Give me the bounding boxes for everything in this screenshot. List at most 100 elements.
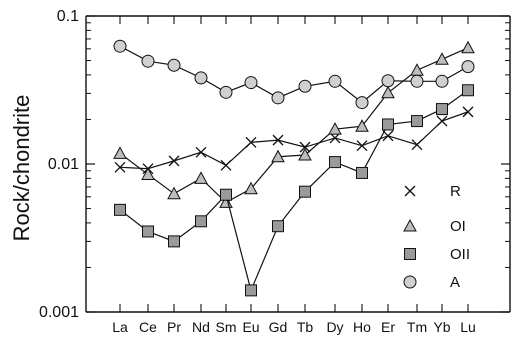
series-r-point xyxy=(356,140,368,152)
series-a-markers xyxy=(113,39,475,110)
legend-marker-oi xyxy=(403,218,417,232)
series-a-point xyxy=(355,96,369,110)
series-oii-point xyxy=(168,235,180,248)
x-tick-label: Er xyxy=(381,319,395,335)
series-oi-point xyxy=(435,52,449,65)
series-a-point xyxy=(141,54,155,68)
series-r-point-stroke-b xyxy=(220,159,232,171)
legend-label: OII xyxy=(450,246,470,263)
y-axis-label: Rock/chondrite xyxy=(9,95,34,242)
series-r-point xyxy=(382,130,394,142)
legend-item: OII xyxy=(404,246,470,263)
series-r-point-stroke-b xyxy=(245,136,257,148)
series-oii-point xyxy=(462,84,474,97)
series-r-point xyxy=(436,115,448,127)
series-oi-point xyxy=(167,186,181,200)
legend-item: R xyxy=(404,183,461,200)
series-r-point xyxy=(220,159,232,171)
series-a-point xyxy=(113,39,127,53)
y-tick-label: 0.1 xyxy=(57,8,79,25)
x-tick-label: Gd xyxy=(269,319,288,335)
x-tick-label: Ho xyxy=(353,319,371,335)
legend-item: OI xyxy=(403,218,466,235)
series-oi-point xyxy=(410,63,424,76)
series-oii-point xyxy=(436,103,448,116)
series-oi-point xyxy=(355,119,369,132)
series-a-point xyxy=(410,74,424,88)
series-oii-point xyxy=(114,203,126,216)
x-tick-label: Nd xyxy=(192,319,210,335)
x-tick-label: Ce xyxy=(139,319,157,335)
series-oi-point xyxy=(113,146,127,159)
series-r-point xyxy=(299,141,311,153)
series-oi-point xyxy=(141,167,155,180)
series-a-point xyxy=(298,79,312,93)
x-tick-label: Dy xyxy=(326,319,343,335)
series-oi-point xyxy=(244,181,258,195)
series-r-point-stroke-b xyxy=(195,146,207,158)
series-oi-point xyxy=(194,171,208,184)
plot-layer: 0.1 0.01 0.001 La Ce Pr Nd Sm Eu Gd Tb Dy Ho Er Tm Yb Lu… xyxy=(39,8,511,335)
x-tick-label: Sm xyxy=(216,319,237,335)
series-oii-point xyxy=(411,115,423,128)
legend-label: R xyxy=(450,183,461,200)
x-tick-label: Yb xyxy=(433,319,450,335)
y-tick-label: 0.001 xyxy=(39,304,79,321)
series-oii-markers xyxy=(114,84,474,297)
series-r-point xyxy=(114,161,126,173)
legend-marker-oii xyxy=(404,248,416,260)
series-oii-point xyxy=(356,166,368,179)
legend-item: A xyxy=(403,274,460,291)
series-a-point xyxy=(219,85,233,99)
series-r-point-stroke-b xyxy=(436,115,448,127)
series-a-point xyxy=(328,74,342,88)
series-oii-point xyxy=(245,284,257,297)
series-r-point-stroke-b xyxy=(382,130,394,142)
series-oii-point xyxy=(329,156,341,169)
x-tick-label: Tb xyxy=(297,319,314,335)
series-a-point xyxy=(435,74,449,88)
series-oi-point xyxy=(381,85,395,99)
x-tick-label: La xyxy=(112,319,128,335)
series-oi-point xyxy=(271,149,285,163)
series-oi-point xyxy=(298,147,312,161)
x-tick-label: Eu xyxy=(242,319,259,335)
series-r-point xyxy=(462,106,474,118)
series-r-point-stroke-b xyxy=(462,106,474,118)
x-tick-label: Lu xyxy=(460,319,476,335)
legend-marker-r-stroke-b xyxy=(404,185,416,197)
series-r-point xyxy=(411,139,423,151)
series-r-point-stroke-b xyxy=(114,161,126,173)
series-oi-point xyxy=(328,122,342,135)
y-tick-label: 0.01 xyxy=(48,156,79,173)
series-oii-point xyxy=(299,185,311,198)
series-r-point xyxy=(168,155,180,167)
series-oii-point xyxy=(195,215,207,228)
series-a-point xyxy=(461,60,475,74)
legend-marker-a xyxy=(403,275,417,289)
legend-label: A xyxy=(450,274,460,291)
series-a-point xyxy=(271,91,285,105)
series-r-point-stroke-b xyxy=(411,139,423,151)
series-r-point xyxy=(272,134,284,146)
series-a-point xyxy=(167,58,181,72)
legend: R OI OII A xyxy=(403,183,470,291)
series-a-point xyxy=(381,74,395,88)
series-oii-point xyxy=(382,118,394,131)
x-tick-label: Pr xyxy=(167,319,181,335)
series-r-line xyxy=(119,111,469,170)
legend-marker-r xyxy=(404,185,416,197)
series-r-point-stroke-b xyxy=(168,155,180,167)
series-oii-point xyxy=(220,188,232,201)
series-oi-point xyxy=(461,40,475,54)
series-r-point-stroke-b xyxy=(299,141,311,153)
series-a-point xyxy=(244,76,258,90)
legend-label: OI xyxy=(450,218,466,235)
series-r-point-stroke-b xyxy=(356,140,368,152)
series-r-point xyxy=(195,146,207,158)
series-r-point-stroke-b xyxy=(272,134,284,146)
series-r-point xyxy=(245,136,257,148)
series-oii-point xyxy=(142,225,154,238)
series-a-point xyxy=(194,71,208,85)
